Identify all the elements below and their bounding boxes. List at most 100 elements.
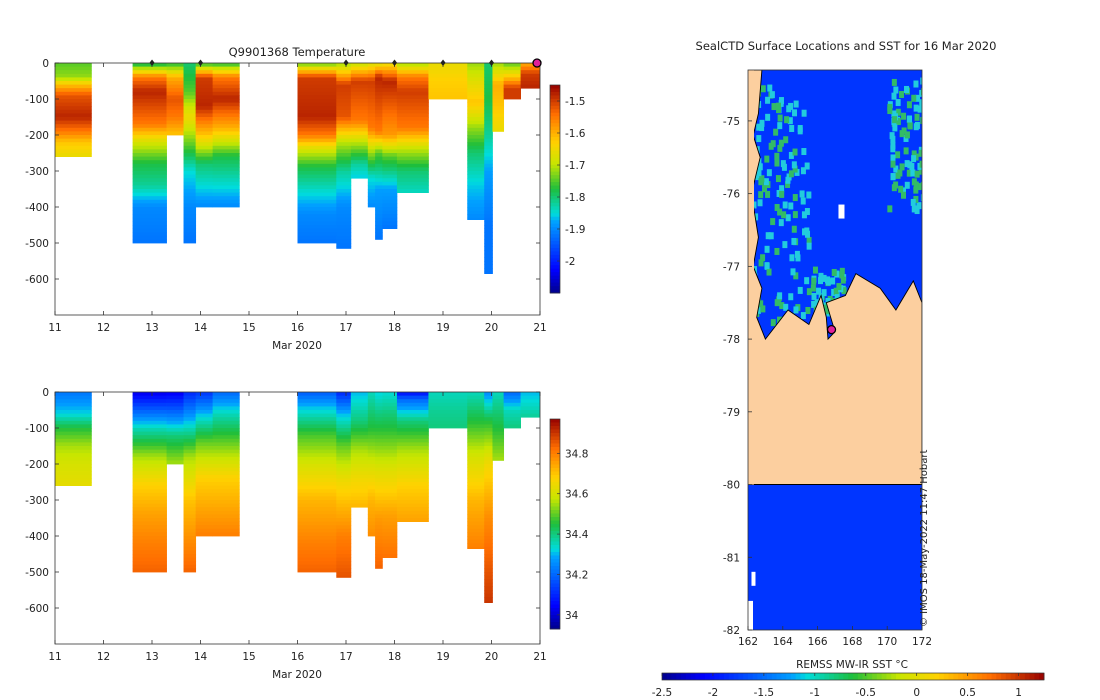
salinity-cell [484,518,493,522]
salinity-cell [55,464,92,468]
salinity-cell [183,496,197,501]
temperature-cell [467,207,485,211]
temperature-cell [297,160,337,165]
salinity-cell [484,482,493,486]
temperature-cell [132,232,167,237]
temperature-cell [132,124,167,129]
sst-colorbar-segment [762,673,768,680]
salinity-cell [132,456,167,461]
temperature-cell [132,196,167,201]
temperature-cell [382,88,398,93]
salinity-x-tick-label: 20 [485,651,498,663]
salinity-cell [382,449,398,454]
sst-pixel [792,148,798,156]
salinity-cell [183,460,197,465]
sst-pixel [899,130,905,138]
salinity-cell [382,474,398,479]
temperature-cell [484,99,493,103]
temperature-colorbar-segment [550,206,560,211]
temperature-cell [467,210,485,215]
salinity-cell [484,471,493,476]
salinity-cell [297,557,337,562]
temperature-cell [350,145,369,150]
salinity-cell [503,417,521,422]
sst-colorbar-segment [1015,673,1021,680]
temperature-cell [484,117,493,121]
sst-colorbar-segment [695,673,701,680]
sst-pixel [768,142,774,150]
salinity-cell [336,554,352,558]
salinity-cell [166,399,184,404]
sst-pixel [797,127,803,135]
sst-pixel [776,189,782,197]
temperature-cell [212,135,240,139]
temperature-cell [166,88,184,93]
sst-colorbar-segment [824,673,830,680]
salinity-cell [55,438,92,443]
temperature-cell [212,102,240,107]
sst-pixel [895,118,901,126]
temperature-colorbar-segment [550,91,560,96]
temperature-y-tick-label: 0 [42,58,49,70]
map-x-tick-label: 170 [877,636,897,648]
salinity-cell [132,449,167,454]
salinity-cell [396,496,429,501]
salinity-cell [55,478,92,483]
temperature-colorbar-segment [550,161,560,166]
map-x-tick-label: 162 [738,636,758,648]
salinity-cell [467,489,485,494]
salinity-cell [503,392,521,396]
temperature-cell [484,246,493,251]
salinity-colorbar-segment [550,541,560,546]
salinity-cell [375,546,383,551]
salinity-cell [132,402,167,407]
salinity-cell [382,435,398,440]
salinity-colorbar-segment [550,461,560,465]
sst-pixel [781,211,787,219]
temperature-cell [396,81,429,85]
salinity-cell [396,492,429,497]
temperature-title: Q9901368 Temperature [229,45,366,59]
salinity-cell [396,410,429,414]
temperature-cell [336,210,352,215]
sst-pixel [914,170,920,178]
salinity-cell [183,482,197,486]
salinity-cell [166,428,184,432]
temperature-cell [467,174,485,179]
sst-pixel [779,190,785,198]
salinity-cell [212,467,240,472]
temperature-cell [132,84,167,89]
salinity-cell [484,424,493,429]
salinity-cell [467,460,485,465]
salinity-cell [336,420,352,425]
temperature-cell [183,99,197,103]
salinity-cell [336,575,352,578]
temperature-cell [195,199,214,204]
salinity-cell [183,435,197,440]
temperature-cell [467,70,485,75]
temperature-cell [350,149,369,154]
salinity-cell [336,536,352,540]
salinity-cell [396,424,429,429]
salinity-cell [484,557,493,562]
sst-pixel [757,163,763,171]
salinity-cell [467,492,485,497]
salinity-cell [132,424,167,429]
temperature-cell [183,135,197,139]
temperature-cell [375,91,383,96]
temperature-cell [166,70,184,75]
temperature-cell [350,127,369,132]
sst-colorbar-segment [685,673,692,680]
temperature-cell [132,174,167,179]
sst-pixel [759,124,765,132]
salinity-colorbar-segment [550,440,560,444]
salinity-colorbar-segment [550,447,560,451]
sst-pixel [760,85,766,93]
temperature-cell [183,91,197,96]
temperature-colorbar-segment [550,251,560,256]
temperature-cell [132,81,167,85]
salinity-cell [382,554,398,558]
temperature-cell [55,73,92,78]
salinity-cell [212,503,240,508]
temperature-colorbar-segment [550,123,560,127]
